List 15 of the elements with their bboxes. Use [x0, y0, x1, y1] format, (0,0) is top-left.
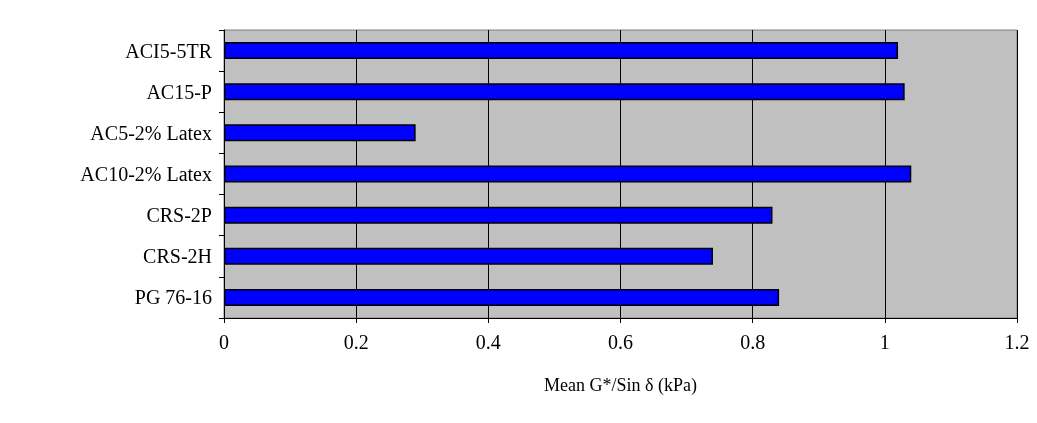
y-tick-label: AC10-2% Latex: [80, 163, 212, 185]
x-tick-label: 0.6: [608, 331, 633, 353]
x-tick-label: 0.8: [740, 331, 766, 353]
x-axis-title: Mean G*/Sin δ (kPa): [544, 375, 697, 396]
y-tick-label: CRS-2P: [146, 204, 212, 227]
x-tick-label: 1.2: [1004, 331, 1030, 353]
x-tick-label: 0.2: [343, 331, 369, 353]
y-tick-label: AC15-P: [146, 80, 212, 103]
y-tick-label: CRS-2H: [143, 245, 212, 268]
x-tick-label: 0.4: [475, 331, 501, 353]
x-tick-label: 0: [219, 331, 229, 353]
x-tick-label: 1: [879, 331, 890, 353]
y-tick-label: ACI5-5TR: [125, 39, 213, 62]
y-tick-label: AC5-2% Latex: [90, 121, 212, 144]
y-tick-label: PG 76-16: [134, 286, 212, 309]
